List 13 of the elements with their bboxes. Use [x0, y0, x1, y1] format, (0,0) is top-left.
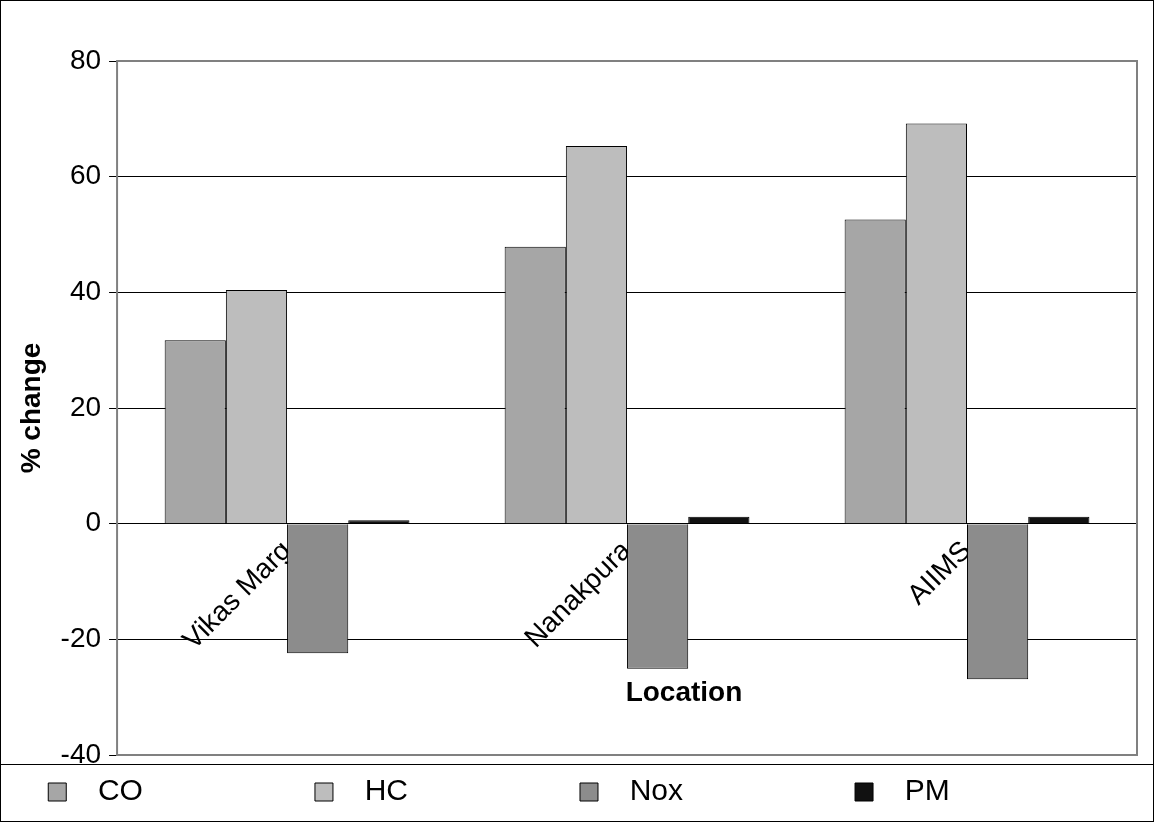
legend-label: HC	[347, 773, 558, 807]
y-tick-label: 80	[69, 43, 102, 75]
y-tick-label: 40	[69, 275, 102, 307]
y-axis-title: % change	[14, 342, 46, 474]
x-axis-title: Location	[624, 676, 744, 708]
y-tick-label: -40	[60, 737, 102, 769]
legend-label: PM	[888, 773, 1100, 807]
y-tick-label: 20	[69, 390, 102, 422]
y-tick-label: 0	[85, 506, 102, 538]
y-tick-label: -20	[60, 622, 102, 654]
legend-label: Nox	[612, 773, 834, 807]
legend-label: CO	[81, 773, 293, 807]
y-tick-label: 60	[69, 159, 102, 191]
